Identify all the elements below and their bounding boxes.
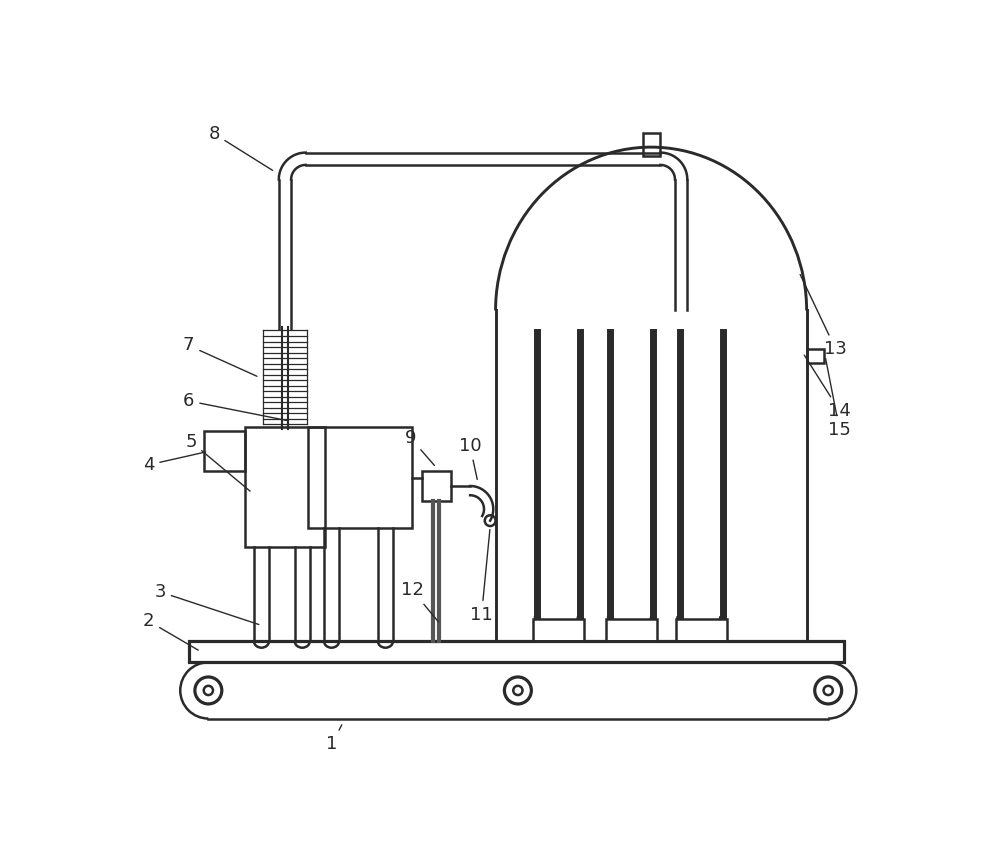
Text: 3: 3	[154, 583, 259, 624]
Bar	[676, 619, 727, 641]
Text: 13: 13	[800, 275, 847, 358]
Text: 6: 6	[183, 392, 288, 421]
Text: 9: 9	[405, 429, 434, 466]
Text: 14: 14	[804, 355, 851, 420]
Text: 11: 11	[470, 530, 493, 624]
Text: 15: 15	[826, 359, 851, 439]
Text: 4: 4	[143, 452, 206, 474]
Bar	[204, 431, 245, 471]
Bar	[245, 428, 325, 547]
Text: 12: 12	[401, 581, 438, 622]
Text: 10: 10	[459, 437, 481, 480]
Text: 2: 2	[143, 612, 198, 650]
Text: 8: 8	[208, 125, 273, 170]
Bar	[807, 349, 824, 362]
Bar	[308, 428, 412, 528]
Bar	[422, 471, 451, 500]
Text: 5: 5	[185, 433, 250, 491]
Bar	[189, 641, 844, 662]
Bar	[533, 619, 584, 641]
Text: 1: 1	[326, 725, 342, 753]
Bar	[606, 619, 657, 641]
Bar	[643, 133, 660, 157]
Text: 7: 7	[183, 337, 257, 376]
